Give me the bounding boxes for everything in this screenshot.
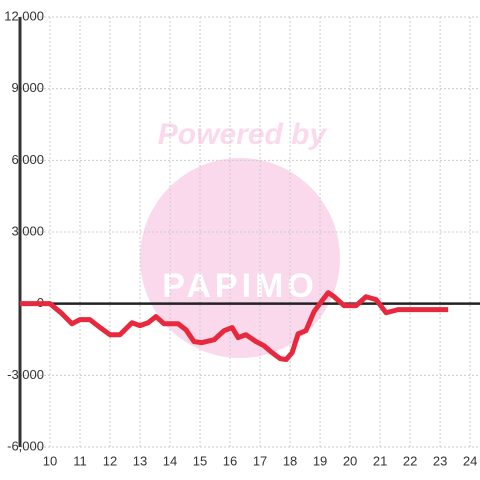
watermark-circle <box>140 158 340 358</box>
x-tick-label: 12 <box>103 453 117 468</box>
x-tick-label: 16 <box>223 453 237 468</box>
x-tick-label: 15 <box>193 453 207 468</box>
y-tick-label: -6,000 <box>7 438 44 453</box>
x-tick-label: 18 <box>283 453 297 468</box>
x-tick-label: 24 <box>463 453 477 468</box>
y-tick-label: -3,000 <box>7 367 44 382</box>
data-line <box>20 290 449 363</box>
x-tick-label: 11 <box>73 453 87 468</box>
x-tick-label: 17 <box>253 453 267 468</box>
x-tick-label: 21 <box>373 453 387 468</box>
watermark-brand: PAPIMO <box>162 267 318 305</box>
x-tick-label: 10 <box>43 453 57 468</box>
x-tick-label: 23 <box>433 453 447 468</box>
y-tick-label: 12,000 <box>4 8 44 23</box>
y-tick-label: 9,000 <box>11 80 44 95</box>
x-tick-label: 22 <box>403 453 417 468</box>
watermark-text: Powered by <box>158 118 328 151</box>
x-tick-label: 13 <box>133 453 147 468</box>
y-tick-label: 3,000 <box>11 223 44 238</box>
x-tick-label: 20 <box>343 453 357 468</box>
x-tick-label: 19 <box>313 453 327 468</box>
x-tick-label: 14 <box>163 453 177 468</box>
y-tick-label: 6,000 <box>11 152 44 167</box>
watermark: Powered by PAPIMO <box>140 118 340 358</box>
